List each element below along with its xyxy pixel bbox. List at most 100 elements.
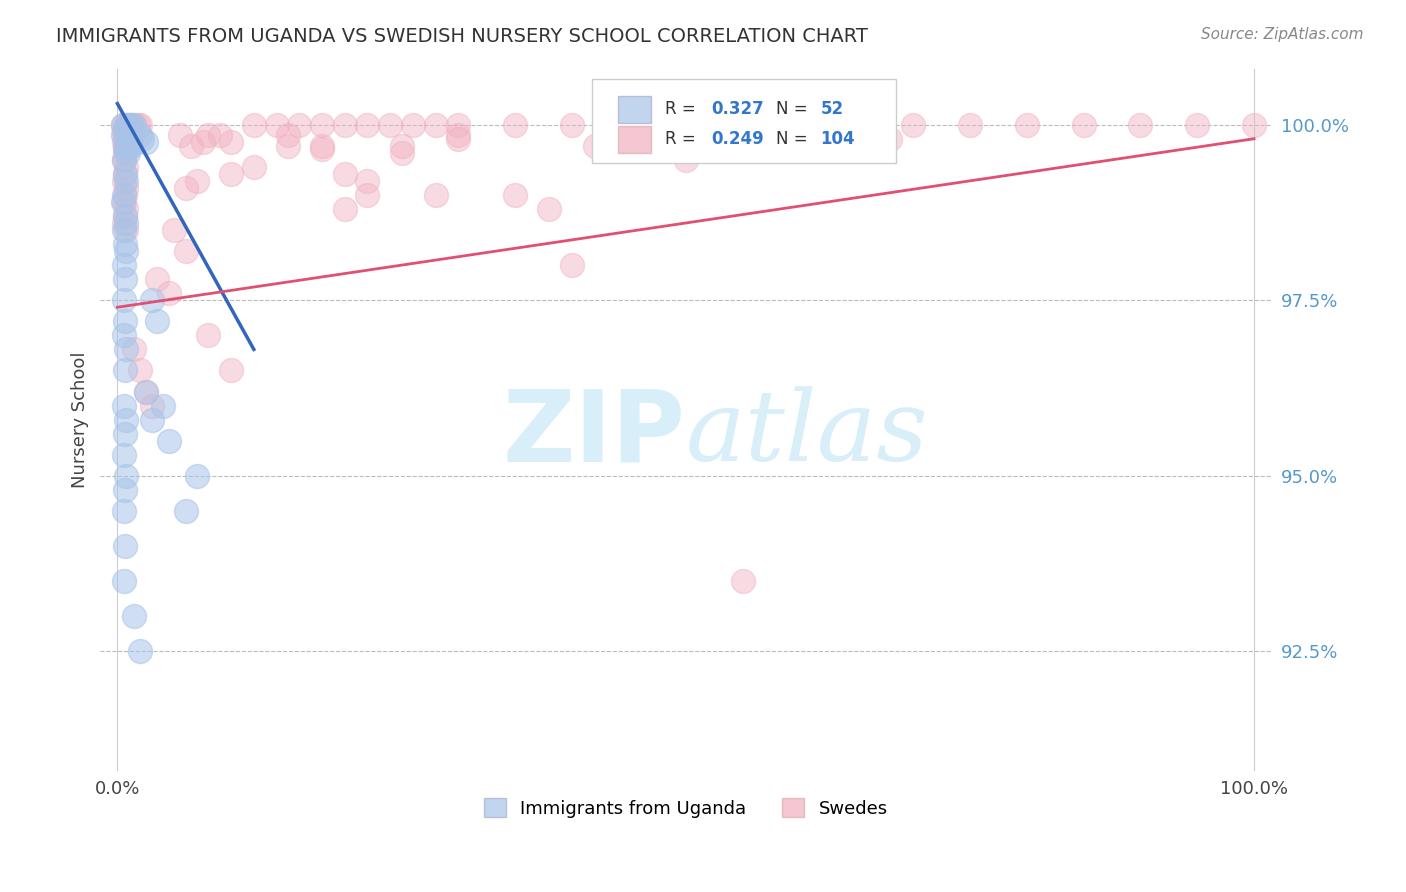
Point — [169, 128, 191, 143]
Point — [112, 118, 135, 132]
Point — [115, 160, 138, 174]
Point — [129, 118, 152, 132]
Text: 0.249: 0.249 — [711, 130, 765, 148]
Point — [561, 118, 583, 132]
Point — [115, 174, 138, 188]
Point — [114, 128, 136, 143]
Point — [731, 574, 754, 588]
Point — [243, 118, 266, 132]
Point — [180, 138, 202, 153]
Point — [959, 118, 981, 132]
Point — [114, 237, 136, 252]
Point — [219, 135, 242, 149]
Point — [447, 132, 470, 146]
Point — [114, 314, 136, 328]
Point — [288, 118, 311, 132]
Point — [112, 258, 135, 272]
Point — [114, 426, 136, 441]
Text: Source: ZipAtlas.com: Source: ZipAtlas.com — [1201, 27, 1364, 42]
Point — [617, 132, 640, 146]
Point — [114, 145, 136, 160]
Point — [333, 202, 356, 216]
Point — [141, 293, 163, 308]
Point — [115, 118, 138, 132]
Point — [391, 138, 413, 153]
FancyBboxPatch shape — [617, 126, 651, 153]
Point — [124, 118, 146, 132]
Point — [174, 244, 197, 258]
Point — [117, 145, 139, 160]
Point — [425, 118, 447, 132]
Point — [333, 118, 356, 132]
Point — [1073, 118, 1095, 132]
Point — [146, 272, 169, 286]
Point — [617, 118, 640, 132]
Y-axis label: Nursery School: Nursery School — [72, 351, 89, 488]
Point — [118, 121, 141, 136]
Point — [114, 272, 136, 286]
Point — [311, 138, 333, 153]
Point — [675, 118, 697, 132]
Point — [447, 128, 470, 143]
Point — [112, 135, 135, 149]
Point — [765, 128, 787, 143]
Point — [124, 609, 146, 624]
Point — [115, 132, 138, 146]
Point — [333, 167, 356, 181]
Point — [538, 202, 561, 216]
Point — [115, 412, 138, 426]
Point — [127, 118, 149, 132]
Point — [901, 118, 924, 132]
Point — [124, 118, 146, 132]
Point — [112, 328, 135, 343]
Legend: Immigrants from Uganda, Swedes: Immigrants from Uganda, Swedes — [477, 791, 894, 825]
Point — [115, 181, 138, 195]
Point — [152, 399, 174, 413]
Point — [157, 434, 180, 448]
Point — [356, 118, 378, 132]
Point — [115, 244, 138, 258]
Point — [112, 504, 135, 518]
Point — [789, 118, 811, 132]
Point — [583, 138, 606, 153]
Point — [129, 644, 152, 658]
Point — [117, 125, 139, 139]
Point — [114, 138, 136, 153]
Point — [115, 223, 138, 237]
Text: R =: R = — [665, 100, 700, 118]
Point — [356, 174, 378, 188]
Point — [114, 188, 136, 202]
Point — [266, 118, 288, 132]
Point — [115, 121, 138, 136]
Point — [356, 188, 378, 202]
Point — [115, 142, 138, 156]
Point — [129, 128, 152, 143]
Point — [135, 384, 157, 399]
Point — [311, 118, 333, 132]
Point — [186, 468, 208, 483]
Text: IMMIGRANTS FROM UGANDA VS SWEDISH NURSERY SCHOOL CORRELATION CHART: IMMIGRANTS FROM UGANDA VS SWEDISH NURSER… — [56, 27, 868, 45]
Point — [120, 138, 142, 153]
Point — [277, 138, 299, 153]
Point — [243, 160, 266, 174]
Point — [879, 132, 901, 146]
Text: 104: 104 — [820, 130, 855, 148]
Point — [114, 209, 136, 223]
Point — [845, 125, 868, 139]
Point — [112, 194, 135, 209]
Point — [174, 181, 197, 195]
Point — [114, 142, 136, 156]
Point — [447, 118, 470, 132]
Point — [141, 412, 163, 426]
Text: ZIP: ZIP — [503, 385, 686, 483]
Text: N =: N = — [776, 130, 813, 148]
Point — [114, 209, 136, 223]
Point — [118, 118, 141, 132]
Point — [731, 118, 754, 132]
Point — [197, 328, 219, 343]
Point — [503, 188, 526, 202]
Point — [112, 399, 135, 413]
Point — [114, 167, 136, 181]
Text: R =: R = — [665, 130, 700, 148]
Point — [112, 128, 135, 143]
